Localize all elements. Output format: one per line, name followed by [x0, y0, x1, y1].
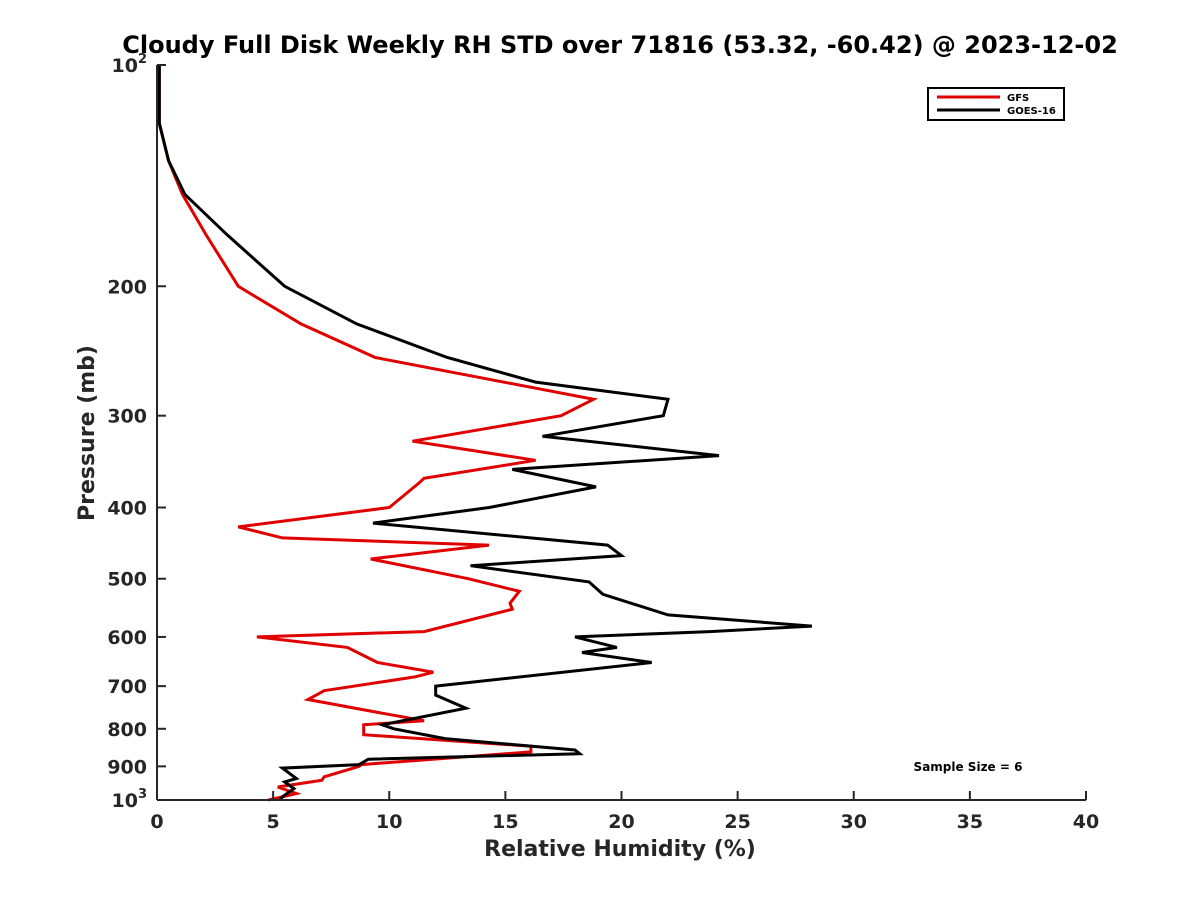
x-axis-label: Relative Humidity (%) — [484, 837, 756, 862]
x-tick-label: 30 — [841, 811, 867, 833]
chart-title: Cloudy Full Disk Weekly RH STD over 7181… — [122, 31, 1118, 59]
y-tick-label: 200 — [107, 276, 147, 298]
y-tick-label: 700 — [107, 676, 147, 698]
series-line-gfs — [157, 65, 599, 802]
legend-label-gfs: GFS — [1007, 93, 1029, 104]
x-tick-label: 20 — [608, 811, 634, 833]
sample-size-annotation: Sample Size = 6 — [914, 760, 1023, 774]
x-tick-label: 15 — [492, 811, 518, 833]
legend-label-goes-16: GOES-16 — [1007, 106, 1056, 117]
x-tick-label: 35 — [957, 811, 983, 833]
x-tick-label: 40 — [1073, 811, 1099, 833]
y-tick-label: 300 — [107, 406, 147, 428]
y-axis-label: Pressure (mb) — [75, 345, 100, 521]
plot-area: 0 5 10 15 20 25 30 35 40 102 200 300 400 500 600 700 800… — [107, 52, 1099, 833]
series-line-goes-16 — [157, 65, 813, 801]
y-tick-label: 800 — [107, 719, 147, 741]
x-tick-label: 0 — [150, 811, 163, 833]
x-tick-label: 10 — [376, 811, 402, 833]
y-tick-label: 900 — [107, 756, 147, 778]
x-tick-label: 5 — [267, 811, 280, 833]
y-tick-label: 500 — [107, 569, 147, 591]
legend: GFS GOES-16 — [927, 87, 1065, 121]
y-tick-label: 600 — [107, 627, 147, 649]
y-tick-label: 400 — [107, 498, 147, 520]
x-tick-label: 25 — [724, 811, 750, 833]
legend-box — [927, 87, 1065, 121]
y-tick-label: 102 — [112, 52, 148, 77]
y-tick-label: 103 — [112, 787, 148, 812]
